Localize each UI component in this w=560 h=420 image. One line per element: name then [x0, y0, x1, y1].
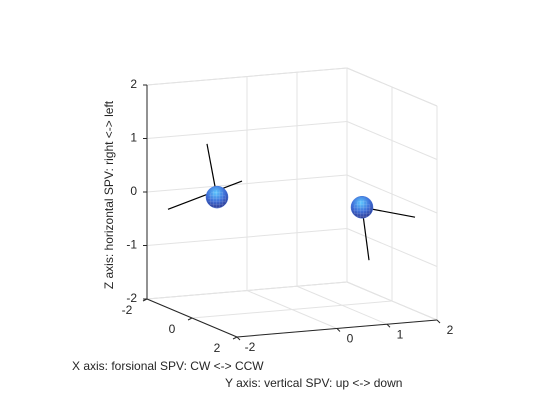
x-tick-label: 0: [169, 322, 176, 336]
y-tick-label: 2: [447, 323, 454, 337]
z-tick-label: -1: [126, 238, 137, 252]
sphere-mesh: [208, 190, 226, 209]
sphere-mesh: [353, 200, 371, 219]
y-tick-label: -2: [245, 340, 256, 354]
z-tick-label: 2: [130, 77, 137, 91]
y-tick: [386, 323, 391, 328]
y-tick: [436, 319, 441, 324]
z-tick-label: 1: [130, 131, 137, 145]
y-axis-label: Y axis: vertical SPV: up <-> down: [225, 376, 402, 390]
grid-line: [191, 300, 393, 319]
grid-line: [346, 121, 438, 160]
grid-line: [146, 174, 348, 193]
z-axis-label: Z axis: horizontal SPV: right <-> left: [102, 100, 116, 289]
x-axis-label: X axis: forsional SPV: CW <-> CCW: [72, 359, 264, 373]
grid-line: [346, 67, 438, 107]
y-tick-label: 1: [397, 327, 404, 341]
z-tick-label: 0: [130, 184, 137, 198]
x-tick: [232, 336, 238, 340]
grid-line: [346, 174, 438, 214]
grid-line: [346, 281, 438, 321]
x-tick-label: -2: [122, 303, 133, 317]
grid-line: [346, 228, 438, 267]
y-tick: [336, 328, 341, 332]
y-tick: [236, 336, 241, 341]
grid-line: [146, 67, 348, 86]
grid-line: [146, 121, 348, 139]
grid-line: [146, 228, 348, 246]
grid-line: [146, 281, 348, 300]
z-tick-label: -2: [126, 291, 137, 305]
direction-line: [167, 180, 243, 210]
y-tick-label: 0: [347, 332, 354, 346]
x-tick-label: 2: [214, 341, 221, 355]
x-tick: [187, 317, 193, 321]
